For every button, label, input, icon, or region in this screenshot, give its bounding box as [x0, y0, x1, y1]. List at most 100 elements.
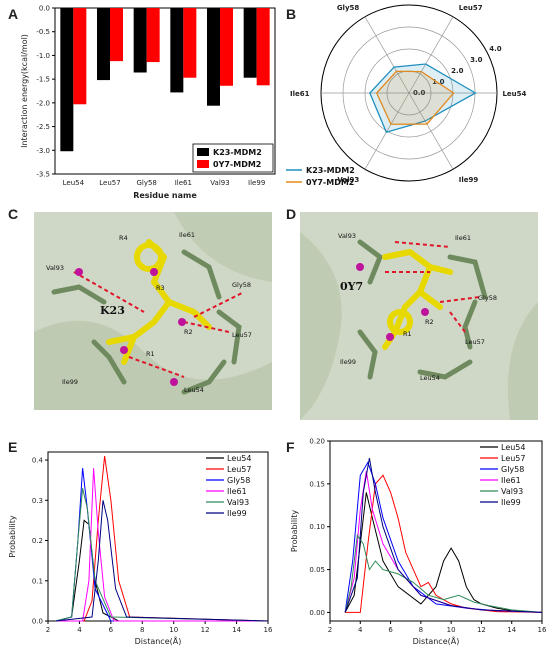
- chart-b-r-tick: 2.0: [451, 67, 464, 75]
- chart-e-ytick-label: 0.1: [32, 577, 43, 585]
- chart-a-ylabel: Interaction energy(kcal/mol): [20, 34, 29, 148]
- chart-f-ytick-label: 0.00: [309, 609, 325, 617]
- label-val93: Val93: [46, 264, 64, 272]
- label-leu54: Leu54: [184, 386, 204, 394]
- chart-f-xtick-label: 16: [538, 626, 547, 634]
- chart-a-ytick-label: -3.0: [36, 147, 50, 155]
- chart-a-bar: [73, 8, 87, 105]
- chart-b-axis-label: Gly58: [337, 4, 360, 12]
- chart-f-ytick-label: 0.20: [309, 438, 325, 446]
- chart-e-series-leu54: [55, 519, 268, 622]
- chart-e-xtick-label: 2: [46, 626, 50, 634]
- chart-a-frame: [54, 7, 276, 175]
- chart-e-series-leu57: [55, 455, 269, 622]
- chart-f-frame: [329, 440, 543, 622]
- chart-e-xtick-label: 10: [169, 626, 178, 634]
- chart-e-legend-label: Leu54: [227, 454, 252, 463]
- label-r2: R2: [184, 328, 193, 336]
- chart-a-bar: [207, 8, 220, 106]
- label-ile61: Ile61: [179, 231, 195, 239]
- chart-b-spoke: [408, 92, 454, 170]
- chart-f-series-ile99: [344, 458, 543, 613]
- label-leu57: Leu57: [232, 331, 252, 339]
- chart-b-axis-label: Ile99: [459, 176, 479, 184]
- chart-b-axis-label: Ile61: [290, 90, 310, 98]
- panel-label-c: C: [8, 206, 19, 222]
- panel-label-a: A: [8, 6, 19, 22]
- chart-a-ytick-label: 0.0: [39, 5, 50, 13]
- chart-e-xtick-label: 14: [232, 626, 241, 634]
- chart-b-spoke: [364, 92, 410, 170]
- label-ile61-d: Ile61: [455, 234, 471, 242]
- structure-image-c: R4 Ile61 Val93 R3 Gly58 K23 R2 Leu57 R1 …: [34, 212, 272, 410]
- chart-a-xtick-label: Ile99: [248, 179, 265, 187]
- chart-a-bar: [110, 8, 123, 62]
- label-ile99: Ile99: [62, 378, 78, 386]
- chart-f-xtick-label: 2: [328, 626, 332, 634]
- chart-a-xtick-label: Val93: [210, 179, 229, 187]
- chart-f-xtick-label: 10: [447, 626, 456, 634]
- chart-f-legend-label: Ile61: [501, 476, 521, 485]
- chart-f-ylabel: Probability: [290, 510, 299, 553]
- structure-image-d: Val93 Ile61 0Y7 Gly58 R2 R1 Leu57 Ile99 …: [300, 212, 538, 420]
- chart-e-series-val93: [55, 488, 269, 622]
- chart-a-bar: [60, 8, 74, 152]
- chart-a-ytick-label: -2.5: [36, 123, 50, 131]
- chart-a-bar: [183, 8, 197, 78]
- chart-b-axis-label: Leu54: [502, 90, 526, 98]
- chart-a-xtick-label: Leu57: [99, 179, 120, 187]
- chart-a-xtick-label: Gly58: [136, 179, 156, 187]
- chart-f-series-val93: [344, 533, 543, 613]
- panel-label-d: D: [286, 206, 297, 222]
- chart-e-ytick-label: 0.3: [32, 497, 43, 505]
- chart-e-xtick-label: 12: [201, 626, 210, 634]
- chart-b-axis-label: Leu57: [459, 4, 483, 12]
- label-leu57-d: Leu57: [465, 338, 485, 346]
- chart-f-ytick-label: 0.15: [309, 480, 325, 488]
- chart-a-bar: [133, 8, 147, 73]
- chart-b-r-tick: 4.0: [489, 45, 502, 53]
- chart-e-legend-label: Ile61: [227, 487, 247, 496]
- chart-a-legend-swatch: [197, 160, 209, 168]
- chart-b-r-tick: 3.0: [470, 56, 483, 64]
- chart-f-xlabel: Distance(Å): [413, 635, 460, 646]
- chart-a-bar: [220, 8, 233, 86]
- chart-a-bar: [146, 8, 160, 63]
- label-k23: K23: [100, 304, 125, 317]
- chart-e-xtick-label: 6: [109, 626, 114, 634]
- chart-b-spoke: [408, 16, 454, 94]
- chart-e-xtick-label: 4: [77, 626, 82, 634]
- chart-e-xtick-label: 8: [140, 626, 144, 634]
- chart-e-ylabel: Probability: [8, 515, 17, 558]
- chart-a-ytick-label: -3.5: [36, 171, 50, 179]
- label-gly58-d: Gly58: [478, 294, 497, 302]
- chart-e-legend-label: Leu57: [227, 465, 252, 474]
- chart-e-xtick-label: 16: [264, 626, 273, 634]
- chart-f-xtick-label: 8: [419, 626, 423, 634]
- chart-f-legend-label: Leu54: [501, 443, 526, 452]
- label-r2-d: R2: [425, 318, 434, 326]
- label-r1-d: R1: [403, 330, 412, 338]
- chart-e-ytick-label: 0.4: [32, 457, 44, 465]
- chart-f-xtick-label: 4: [358, 626, 363, 634]
- chart-f-xtick-label: 14: [507, 626, 516, 634]
- panel-label-b: B: [286, 6, 297, 22]
- label-r3: R3: [156, 284, 165, 292]
- chart-a-ytick-label: -0.5: [36, 28, 50, 36]
- chart-a-legend-swatch: [197, 148, 209, 156]
- chart-a-legend-label: K23-MDM2: [213, 148, 262, 157]
- chart-b-legend-label: K23-MDM2: [306, 166, 355, 175]
- chart-a-xtick-label: Ile61: [175, 179, 192, 187]
- chart-f-xtick-label: 12: [477, 626, 486, 634]
- chart-e-ytick-label: 0.2: [32, 537, 43, 545]
- chart-e-legend-label: Val93: [227, 498, 249, 507]
- chart-a-ytick-label: -2.0: [36, 99, 50, 107]
- chart-e-series-ile99: [55, 500, 269, 622]
- chart-e-xlabel: Distance(Å): [135, 635, 182, 646]
- structure-d-drawing: Val93 Ile61 0Y7 Gly58 R2 R1 Leu57 Ile99 …: [300, 212, 538, 420]
- chart-a-legend-label: 0Y7-MDM2: [213, 160, 261, 169]
- chart-f-legend-label: Leu57: [501, 454, 526, 463]
- chart-a-ytick-label: -1.0: [36, 52, 50, 60]
- chart-f-xtick-label: 6: [388, 626, 393, 634]
- chart-f-legend-label: Ile99: [501, 498, 521, 507]
